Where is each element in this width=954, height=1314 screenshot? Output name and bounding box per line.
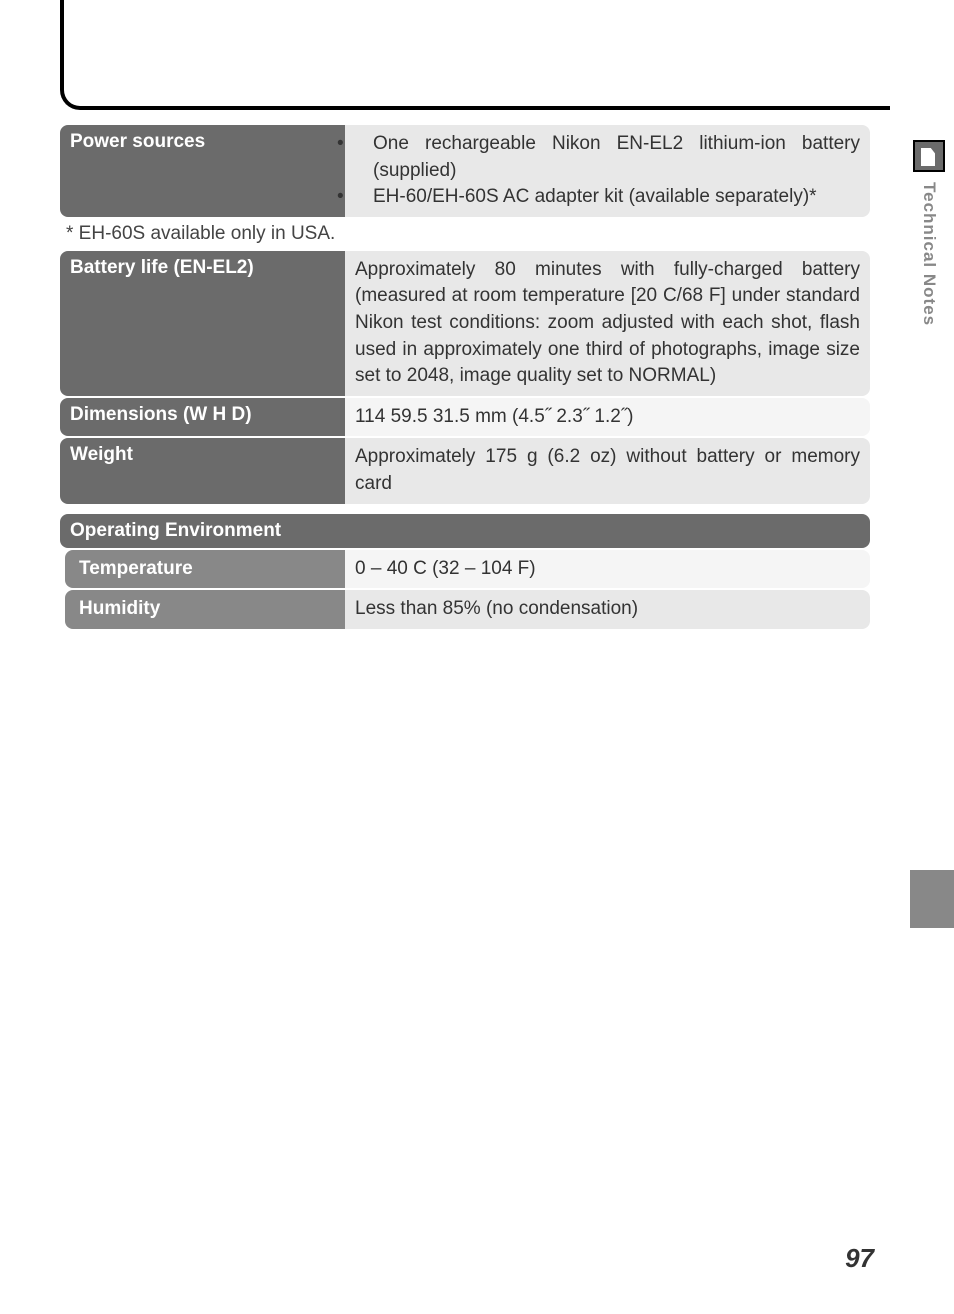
notes-icon — [913, 140, 945, 172]
spec-label-weight: Weight — [60, 438, 345, 503]
spec-row-power: Power sources •One rechargeable Nikon EN… — [60, 125, 870, 217]
power-bullet-1: •One rechargeable Nikon EN-EL2 lithium-i… — [355, 131, 860, 184]
spec-row-battery: Battery life (EN-EL2) Approximately 80 m… — [60, 251, 870, 396]
power-bullet-2: •EH-60/EH-60S AC adapter kit (available … — [355, 184, 860, 211]
spec-header-operating: Operating Environment — [60, 514, 870, 548]
side-tab-label: Technical Notes — [919, 182, 939, 326]
spec-content: Power sources •One rechargeable Nikon EN… — [60, 125, 870, 631]
spec-label-humidity: Humidity — [65, 590, 345, 629]
spec-row-dimensions: Dimensions (W H D) 114 59.5 31.5 mm (4.5… — [60, 398, 870, 437]
spec-value-humidity: Less than 85% (no condensation) — [345, 590, 870, 629]
spacer — [60, 506, 870, 514]
spec-label-power: Power sources — [60, 125, 345, 217]
spec-value-weight: Approximately 175 g (6.2 oz) without bat… — [345, 438, 870, 503]
top-border-decoration — [60, 0, 890, 110]
spec-row-temperature: Temperature 0 – 40 C (32 – 104 F) — [60, 550, 870, 589]
spec-value-temperature: 0 – 40 C (32 – 104 F) — [345, 550, 870, 589]
side-page-marker — [910, 870, 954, 928]
spec-value-power: •One rechargeable Nikon EN-EL2 lithium-i… — [345, 125, 870, 217]
spec-row-weight: Weight Approximately 175 g (6.2 oz) with… — [60, 438, 870, 503]
spec-label-battery: Battery life (EN-EL2) — [60, 251, 345, 396]
spec-label-temperature: Temperature — [65, 550, 345, 589]
page-number: 97 — [845, 1243, 874, 1274]
footnote-eh60s: * EH-60S available only in USA. — [60, 219, 870, 249]
spec-value-dimensions: 114 59.5 31.5 mm (4.5˝ 2.3˝ 1.2˝) — [345, 398, 870, 437]
spec-row-humidity: Humidity Less than 85% (no condensation) — [60, 590, 870, 629]
page-container: Technical Notes Power sources •One recha… — [0, 0, 954, 1314]
power-value-2: EH-60/EH-60S AC adapter kit (available s… — [373, 186, 817, 207]
spec-value-battery: Approximately 80 minutes with fully-char… — [345, 251, 870, 396]
side-tab: Technical Notes — [904, 140, 954, 420]
spec-label-dimensions: Dimensions (W H D) — [60, 398, 345, 437]
power-value-1: One rechargeable Nikon EN-EL2 lithium-io… — [373, 133, 860, 181]
